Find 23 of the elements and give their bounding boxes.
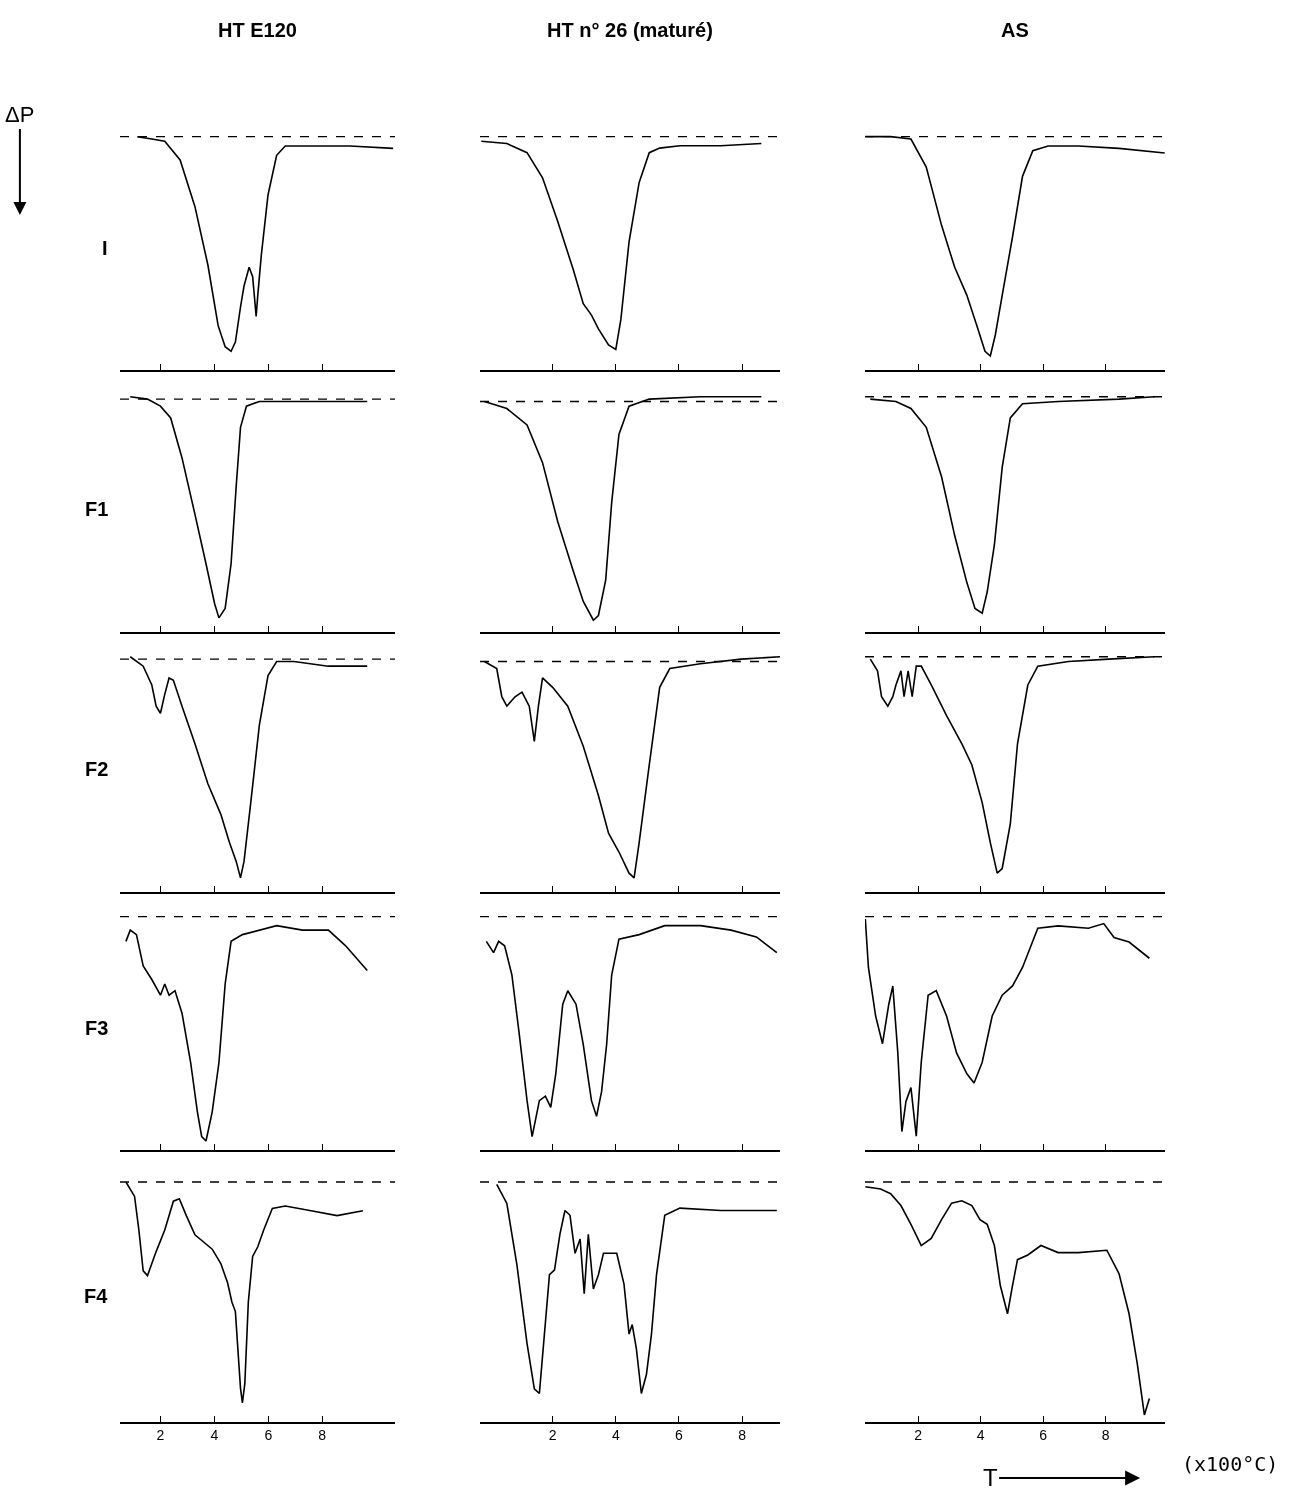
chart-title: HT E120 — [218, 19, 297, 41]
x-tick-label: 2 — [548, 1427, 557, 1444]
text: (x100°C) — [1182, 1452, 1279, 1476]
x-tick-label: 8 — [318, 1427, 327, 1444]
x-tick-label: 4 — [976, 1427, 985, 1444]
y-axis-title: F1 — [85, 498, 109, 520]
x-tick-label: 2 — [156, 1427, 165, 1444]
x-tick-label: 4 — [611, 1427, 620, 1444]
x-tick-label: 6 — [264, 1427, 273, 1444]
text: T — [983, 1464, 998, 1491]
x-tick-label: 2 — [914, 1427, 923, 1444]
y-axis-title: F3 — [85, 1017, 109, 1039]
chart-title: AS — [1001, 19, 1029, 41]
text: ΔP — [5, 102, 35, 127]
x-tick-label: 6 — [1039, 1427, 1048, 1444]
y-axis-title: F4 — [84, 1285, 109, 1307]
chart-title: HT n° 26 (maturé) — [547, 19, 713, 41]
x-tick-label: 6 — [675, 1427, 684, 1444]
x-tick-label: 8 — [1101, 1427, 1110, 1444]
x-tick-label: 8 — [738, 1427, 747, 1444]
x-tick-label: 4 — [210, 1427, 219, 1444]
y-axis-title: F2 — [85, 758, 109, 780]
y-axis-title: I — [102, 237, 108, 259]
